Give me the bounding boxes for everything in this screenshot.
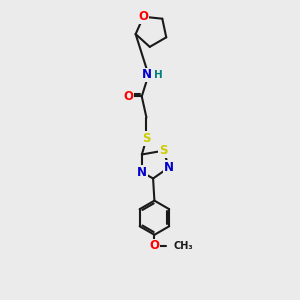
Text: O: O [149,239,159,253]
Text: S: S [142,132,151,145]
Text: CH₃: CH₃ [173,241,193,251]
Text: O: O [138,10,148,23]
Text: H: H [154,70,162,80]
Text: N: N [137,166,147,178]
Text: O: O [123,90,133,103]
Text: N: N [142,68,152,81]
Text: N: N [164,161,174,174]
Text: S: S [159,144,167,157]
